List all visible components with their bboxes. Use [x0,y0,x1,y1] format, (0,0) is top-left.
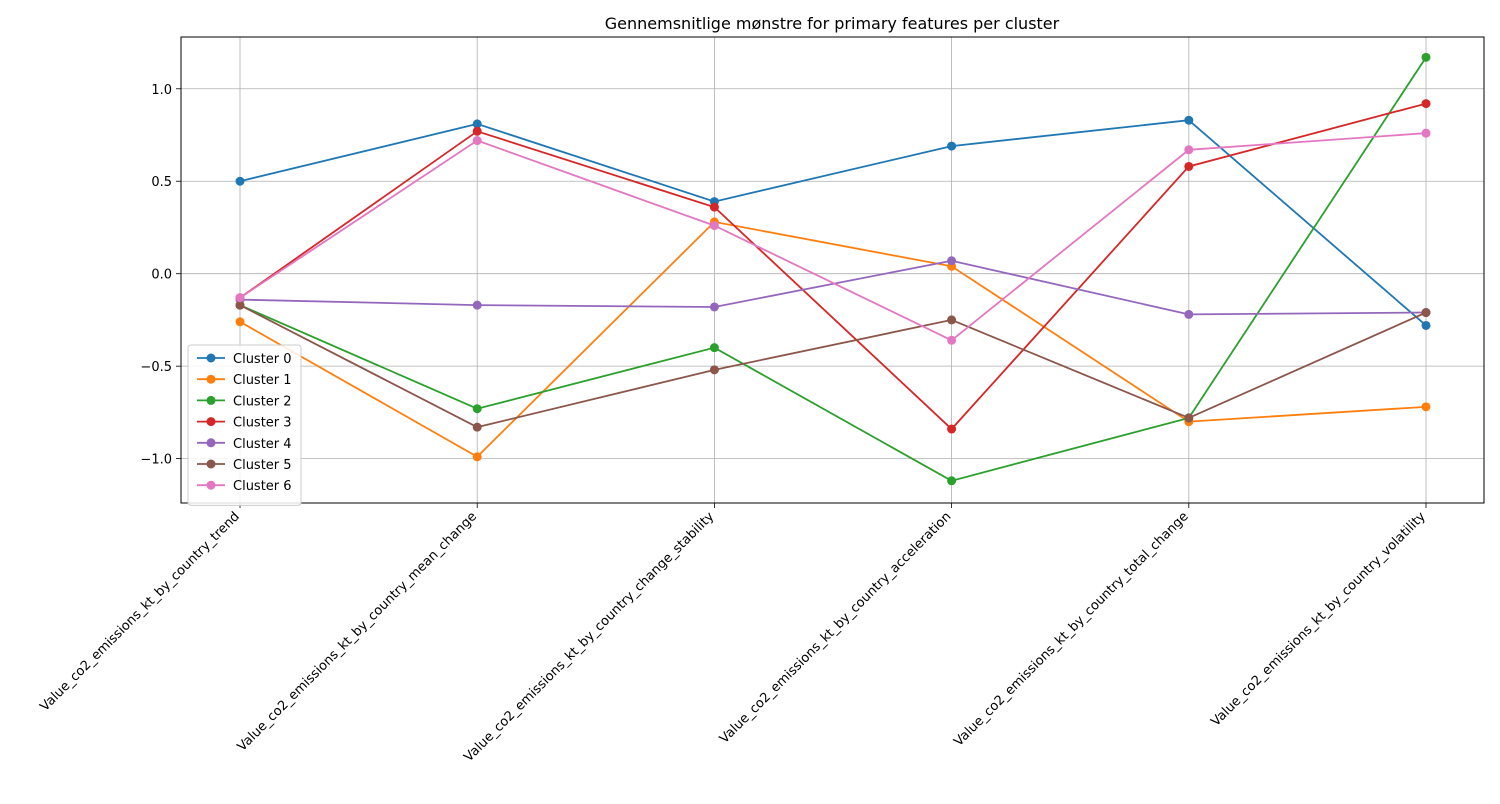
y-tick-label: −0.5 [140,360,172,375]
data-point [1421,402,1431,412]
data-point [947,256,957,266]
data-point [235,300,245,310]
data-point [1184,161,1194,171]
legend-box [187,344,302,506]
series-lines [235,52,1431,486]
series-4 [235,256,1431,319]
legend-marker [206,395,216,405]
series-1 [235,217,1431,462]
series-line [239,304,1427,429]
data-point [947,141,957,151]
data-point [472,119,482,129]
series-line [239,220,1427,458]
legend-marker [206,438,216,448]
x-tick-label: Value_co2_emissions_kt_by_country_total_… [951,509,1191,749]
data-point [709,365,719,375]
legend-label: Cluster 6 [233,479,292,494]
legend-label: Cluster 2 [233,394,292,409]
legend-item: Cluster 4 [197,437,292,452]
x-tick-label: Value_co2_emissions_kt_by_country_accele… [717,509,954,746]
data-point [472,452,482,462]
data-point [709,202,719,212]
plot-area-frame [180,36,1485,504]
legend-marker [206,480,216,490]
data-point [709,343,719,353]
data-point [709,302,719,312]
x-tick-label: Value_co2_emissions_kt_by_country_trend [37,509,242,714]
legend-label: Cluster 5 [233,458,292,473]
legend-marker [206,417,216,427]
data-point [947,476,957,486]
legend-item: Cluster 2 [197,394,292,409]
data-point [1421,99,1431,109]
series-5 [235,300,1431,432]
data-point [1184,309,1194,319]
data-point [1421,128,1431,138]
data-point [235,176,245,186]
data-point [1421,320,1431,330]
data-point [235,293,245,303]
data-point [1184,115,1194,125]
legend-label: Cluster 4 [233,437,292,452]
series-line [239,132,1427,342]
legend-label: Cluster 3 [233,416,292,431]
x-tick-label: Value_co2_emissions_kt_by_country_change… [461,509,717,765]
chart-title: Gennemsnitlige mønstre for primary featu… [605,14,1060,33]
series-line [239,259,1427,316]
legend-marker [206,459,216,469]
y-tick-label: −1.0 [140,453,172,468]
x-tick-label: Value_co2_emissions_kt_by_country_volati… [1208,509,1429,730]
legend-label: Cluster 1 [233,373,292,388]
data-point [947,335,957,345]
legend: Cluster 0 Cluster 1 Cluster 2 Cluster 3 Clus… [187,344,302,506]
series-line [239,102,1427,431]
legend-marker [206,353,216,363]
data-point [472,300,482,310]
data-point [472,136,482,146]
data-point [1184,413,1194,423]
data-point [1421,308,1431,318]
y-tick-label: 1.0 [151,83,172,98]
data-point [947,315,957,325]
legend-item: Cluster 1 [197,373,292,388]
data-point [1184,145,1194,155]
data-point [472,404,482,414]
legend-label: Cluster 0 [233,352,292,367]
data-point [472,422,482,432]
series-line [239,56,1427,482]
x-axis: Value_co2_emissions_kt_by_country_trendV… [37,503,1429,765]
data-point [472,126,482,136]
x-tick-label: Value_co2_emissions_kt_by_country_mean_c… [235,509,480,754]
series-0 [235,115,1431,330]
grid [181,37,1484,503]
series-line [239,119,1427,327]
legend-item: Cluster 3 [197,416,292,431]
data-point [709,221,719,231]
y-tick-label: 0.0 [151,268,172,283]
y-tick-label: 0.5 [151,175,172,190]
series-3 [235,99,1431,434]
data-point [947,424,957,434]
legend-marker [206,374,216,384]
legend-item: Cluster 0 [197,352,292,367]
legend-item: Cluster 5 [197,458,292,473]
legend-item: Cluster 6 [197,479,292,494]
data-point [235,317,245,327]
y-axis: −1.0 −0.5 0.0 0.5 1.0 [140,83,181,468]
series-6 [235,128,1431,345]
data-point [1421,52,1431,62]
